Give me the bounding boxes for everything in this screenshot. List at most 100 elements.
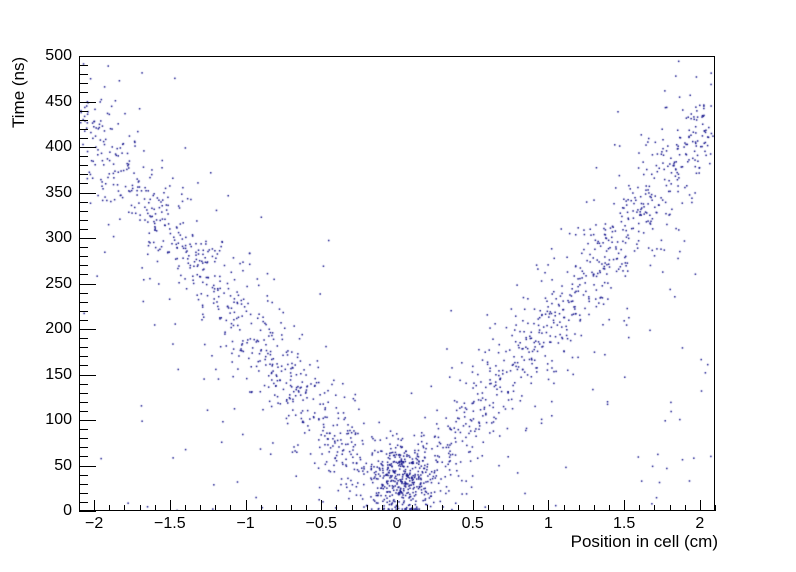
x-axis-title: Position in cell (cm) (570, 532, 718, 551)
x-minor-tick (412, 505, 414, 511)
y-minor-tick (79, 319, 88, 321)
x-major-tick (245, 500, 247, 511)
y-major-tick (79, 329, 96, 330)
y-tick-label: 50 (54, 456, 72, 474)
y-minor-tick (79, 447, 88, 449)
y-minor-tick (79, 247, 88, 249)
x-minor-tick (639, 505, 641, 511)
x-major-tick (548, 500, 550, 511)
x-minor-tick (200, 505, 202, 511)
y-tick-label: 250 (45, 274, 72, 292)
y-tick-label: 400 (45, 138, 72, 155)
y-minor-tick (79, 156, 88, 158)
y-minor-tick (79, 265, 88, 267)
x-minor-tick (563, 505, 565, 511)
y-minor-tick (79, 401, 88, 403)
y-minor-tick (79, 128, 88, 130)
y-minor-tick (79, 392, 88, 394)
x-minor-tick (351, 505, 353, 511)
y-minor-tick (79, 438, 88, 440)
x-major-tick (169, 500, 171, 511)
y-minor-tick (79, 74, 88, 76)
x-tick-label: −0.5 (305, 515, 338, 532)
y-minor-tick (79, 119, 88, 121)
y-minor-tick (79, 92, 88, 94)
y-minor-tick (79, 83, 88, 85)
y-minor-tick (79, 292, 88, 294)
x-major-tick (624, 500, 626, 511)
x-minor-tick (457, 505, 459, 511)
y-minor-tick (79, 429, 88, 431)
x-minor-tick (275, 505, 277, 511)
x-minor-tick (260, 505, 262, 511)
y-major-tick (79, 374, 96, 376)
x-major-tick (94, 500, 96, 511)
x-minor-tick (518, 505, 520, 511)
y-minor-tick (79, 338, 88, 340)
y-minor-tick (79, 274, 88, 276)
x-minor-tick (684, 505, 686, 511)
x-tick-label: 1.5 (613, 515, 636, 532)
x-minor-tick (533, 505, 535, 511)
y-minor-tick (79, 310, 88, 312)
x-tick-label: 0.5 (461, 515, 484, 532)
x-minor-tick (139, 505, 141, 511)
x-minor-tick (503, 505, 504, 511)
y-minor-tick (79, 356, 88, 358)
x-minor-tick (366, 505, 368, 511)
x-minor-tick (109, 505, 111, 511)
x-minor-tick (215, 505, 217, 511)
y-major-tick (79, 420, 96, 421)
x-tick-label: −1 (236, 515, 255, 532)
y-minor-tick (79, 456, 88, 458)
y-major-tick (79, 56, 96, 57)
x-tick-label: 0 (392, 515, 402, 532)
y-minor-tick (79, 492, 88, 494)
x-minor-tick (381, 505, 383, 511)
x-minor-tick (578, 505, 580, 511)
y-minor-tick (79, 483, 88, 485)
x-minor-tick (79, 505, 80, 511)
scatter-points-canvas (79, 56, 715, 511)
y-minor-tick (79, 228, 88, 230)
y-tick-label: 150 (45, 365, 72, 383)
x-major-tick (472, 500, 474, 511)
x-minor-tick (185, 505, 186, 511)
y-minor-tick (79, 347, 88, 349)
y-minor-tick (79, 174, 88, 176)
y-tick-label: 100 (45, 411, 72, 428)
y-minor-tick (79, 410, 88, 412)
y-tick-label: 300 (45, 229, 72, 246)
x-minor-tick (593, 505, 595, 511)
y-tick-label: 0 (63, 502, 72, 519)
x-minor-tick (442, 505, 444, 511)
y-minor-tick (79, 256, 88, 258)
x-minor-tick (669, 505, 671, 511)
y-major-tick (79, 283, 96, 285)
x-minor-tick (291, 505, 292, 511)
x-major-tick (321, 500, 323, 511)
x-minor-tick (154, 505, 156, 511)
y-minor-tick (79, 110, 88, 112)
x-minor-tick (654, 505, 656, 511)
x-tick-label: −2 (85, 515, 104, 532)
y-major-tick (79, 192, 96, 194)
y-minor-tick (79, 501, 88, 503)
y-minor-tick (79, 210, 88, 212)
y-major-tick (79, 511, 96, 512)
y-minor-tick (79, 365, 88, 367)
x-tick-label: 2 (695, 515, 705, 532)
plot-frame (79, 56, 715, 511)
y-tick-label: 450 (45, 92, 72, 110)
y-minor-tick (79, 165, 88, 167)
y-tick-label: 200 (45, 320, 72, 337)
x-minor-tick (609, 505, 610, 511)
y-minor-tick (79, 183, 88, 185)
y-minor-tick (79, 65, 88, 67)
x-minor-tick (715, 505, 716, 511)
y-major-tick (79, 147, 96, 148)
x-minor-tick (124, 505, 126, 511)
y-minor-tick (79, 301, 88, 303)
y-minor-tick (79, 201, 88, 203)
